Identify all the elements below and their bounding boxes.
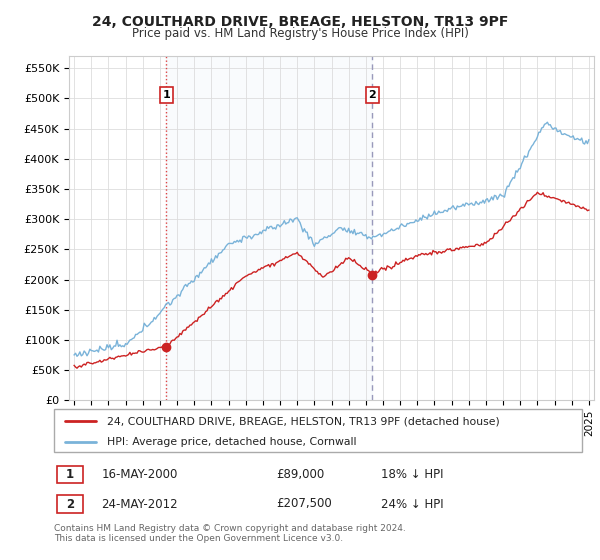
- Text: 2: 2: [368, 90, 376, 100]
- Text: 24, COULTHARD DRIVE, BREAGE, HELSTON, TR13 9PF (detached house): 24, COULTHARD DRIVE, BREAGE, HELSTON, TR…: [107, 416, 500, 426]
- Text: £89,000: £89,000: [276, 468, 324, 481]
- Text: Price paid vs. HM Land Registry's House Price Index (HPI): Price paid vs. HM Land Registry's House …: [131, 27, 469, 40]
- Text: Contains HM Land Registry data © Crown copyright and database right 2024.
This d: Contains HM Land Registry data © Crown c…: [54, 524, 406, 543]
- Text: 24% ↓ HPI: 24% ↓ HPI: [382, 497, 444, 511]
- Text: 1: 1: [163, 90, 170, 100]
- Text: 24, COULTHARD DRIVE, BREAGE, HELSTON, TR13 9PF: 24, COULTHARD DRIVE, BREAGE, HELSTON, TR…: [92, 15, 508, 29]
- Text: 16-MAY-2000: 16-MAY-2000: [101, 468, 178, 481]
- Text: £207,500: £207,500: [276, 497, 332, 511]
- Text: 18% ↓ HPI: 18% ↓ HPI: [382, 468, 444, 481]
- Text: 1: 1: [66, 468, 74, 481]
- Text: HPI: Average price, detached house, Cornwall: HPI: Average price, detached house, Corn…: [107, 437, 356, 446]
- Bar: [166, 56, 373, 400]
- Text: 2: 2: [66, 497, 74, 511]
- Bar: [56, 466, 83, 483]
- Bar: [56, 495, 83, 513]
- Text: 24-MAY-2012: 24-MAY-2012: [101, 497, 178, 511]
